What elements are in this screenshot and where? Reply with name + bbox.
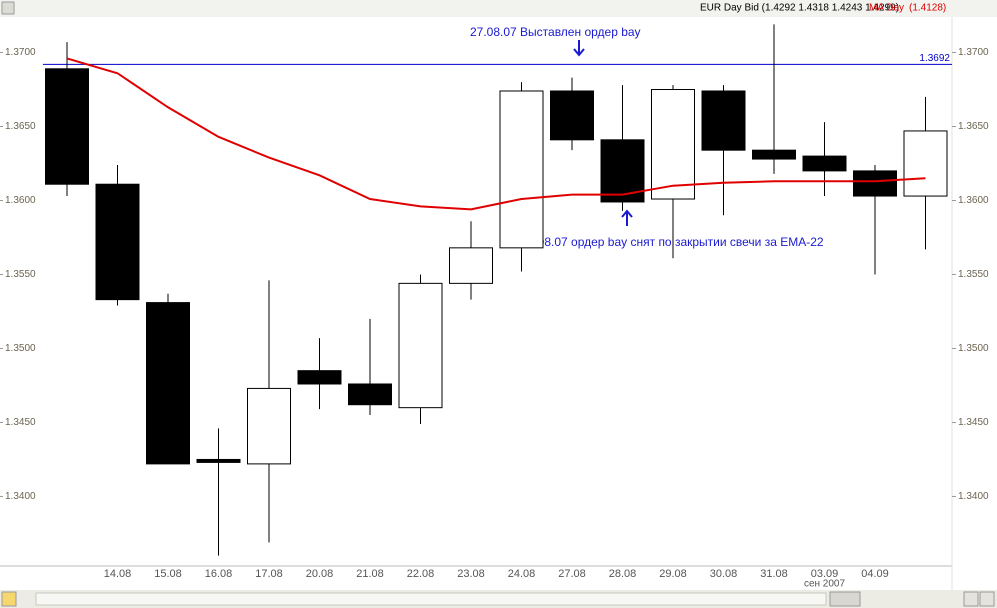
scroll-thumb[interactable] (829, 591, 861, 607)
x-tick-label: 03.09 (811, 568, 839, 580)
level-label: 1.3692 (919, 53, 950, 64)
x-tick-label: 20.08 (306, 568, 334, 580)
x-tick-label: 16.08 (205, 568, 233, 580)
x-group-label: сен 2007 (804, 579, 846, 590)
candle-body (449, 247, 493, 284)
y-tick-label: 1.3400 (5, 491, 36, 502)
candle-body (196, 458, 241, 463)
y-tick-label: 1.3550 (5, 269, 36, 280)
x-tick-label: 28.08 (609, 568, 637, 580)
candle-body (853, 170, 897, 197)
x-tick-label: 15.08 (154, 568, 182, 580)
ma-line (66, 57, 926, 211)
annotation-arrow (573, 40, 585, 57)
y-tick-label: 1.3650 (5, 121, 36, 132)
candle-body (499, 90, 544, 249)
y-tick-label: 1.3450 (958, 417, 989, 428)
x-tick-label: 29.08 (659, 568, 687, 580)
candle-body (247, 387, 291, 465)
y-tick-label: 1.3550 (958, 269, 989, 280)
x-tick-label: 23.08 (457, 568, 485, 580)
candle-body (802, 155, 847, 172)
candle-body (903, 130, 948, 197)
x-tick-label: 31.08 (760, 568, 788, 580)
y-tick-label: 1.3500 (5, 343, 36, 354)
y-tick-label: 1.3450 (5, 417, 36, 428)
x-tick-label: 30.08 (710, 568, 738, 580)
y-tick-label: 1.3700 (958, 47, 989, 58)
header-ma-value: (1.4128) (909, 3, 946, 14)
scroll-button[interactable] (979, 591, 995, 607)
candle-body (297, 370, 342, 385)
header-symbol: EUR Day Bid (1.4292 1.4318 1.4243 1.4299… (700, 3, 899, 14)
candle-body (95, 183, 140, 301)
scroll-button[interactable] (963, 591, 979, 607)
x-tick-label: 17.08 (255, 568, 283, 580)
y-tick-label: 1.3700 (5, 47, 36, 58)
top-bar (0, 0, 997, 17)
candle-body (752, 149, 796, 160)
candle-body (146, 302, 190, 465)
y-tick-label: 1.3400 (958, 491, 989, 502)
scroll-icon[interactable] (1, 591, 17, 607)
candle-body (45, 68, 89, 185)
scroll-track[interactable] (35, 592, 827, 606)
annotation: 27.08.07 Выставлен ордер bay (470, 25, 641, 39)
annotation-arrow (621, 209, 633, 226)
top-icon (1, 1, 15, 15)
candle-body (651, 89, 695, 200)
x-tick-label: 04.09 (861, 568, 889, 580)
header-ma: MA Day (869, 3, 904, 14)
candle-body (398, 282, 443, 409)
y-tick-label: 1.3600 (5, 195, 36, 206)
candle-body (348, 383, 392, 406)
x-tick-label: 22.08 (407, 568, 435, 580)
x-tick-label: 14.08 (104, 568, 132, 580)
y-tick-label: 1.3600 (958, 195, 989, 206)
x-tick-label: 27.08 (558, 568, 586, 580)
y-tick-label: 1.3500 (958, 343, 989, 354)
candle-body (550, 90, 594, 141)
y-tick-label: 1.3650 (958, 121, 989, 132)
annotation: 28.08.07 ордер bay снят по закрытии свеч… (521, 235, 824, 249)
x-tick-label: 21.08 (356, 568, 384, 580)
x-tick-label: 24.08 (508, 568, 536, 580)
candle-body (701, 90, 746, 151)
